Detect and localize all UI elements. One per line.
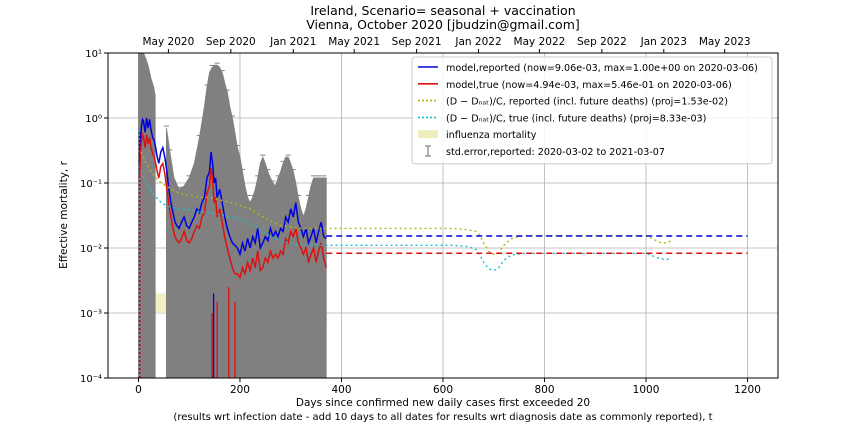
top-tick-label: May 2020 (143, 36, 195, 48)
legend-label: model,reported (now=9.06e-03, max=1.00e+… (446, 63, 758, 74)
top-tick-label: Sep 2021 (392, 36, 442, 48)
legend-label: (D − Dₙₐₜ)/C, true (incl. future deaths)… (446, 113, 706, 124)
x-tick-label: 800 (534, 384, 554, 396)
x-tick-label: 400 (331, 384, 351, 396)
chart-subtitle: Vienna, October 2020 [jbudzin@gmail.com] (306, 17, 580, 32)
chart-title: Ireland, Scenario= seasonal + vaccinatio… (310, 3, 575, 18)
x-tick-label: 1200 (734, 384, 761, 396)
series-line-1 (138, 132, 328, 280)
legend-label: model,true (now=4.94e-03, max=5.46e-01 o… (446, 80, 732, 91)
legend-box (411, 56, 773, 165)
x-tick-label: 1000 (633, 384, 660, 396)
top-tick-label: Sep 2020 (206, 36, 256, 48)
x-tick-label: 200 (230, 384, 250, 396)
x-tick-label: 0 (135, 384, 142, 396)
top-tick-label: May 2022 (514, 36, 566, 48)
y-tick-label: 10⁻⁴ (80, 374, 102, 385)
top-tick-label: Jan 2022 (454, 36, 501, 48)
x-tick-label: 600 (433, 384, 453, 396)
y-tick-label: 10¹ (85, 49, 102, 60)
legend-label: std.error,reported: 2020-03-02 to 2021-0… (446, 147, 665, 158)
top-tick-label: May 2023 (699, 36, 751, 48)
x-axis-ticks: 0 200 400 600 800 1000 1200 (135, 378, 761, 396)
top-tick-label: Sep 2022 (577, 36, 627, 48)
legend-patch (418, 130, 438, 139)
legend-label: (D − Dₙₐₜ)/C, reported (incl. future dea… (446, 97, 728, 108)
series-line-0 (138, 117, 327, 257)
std-error-area-0 (138, 52, 156, 379)
series-line-2 (140, 151, 672, 256)
top-tick-label: Jan 2021 (269, 36, 316, 48)
legend: model,reported (now=9.06e-03, max=1.00e+… (411, 56, 773, 165)
y-tick-label: 10⁻³ (80, 309, 102, 320)
y-tick-label: 10⁻² (80, 244, 102, 255)
top-tick-label: Jan 2023 (640, 36, 687, 48)
y-axis-ticks: 10⁻⁴ 10⁻³ 10⁻² 10⁻¹ 10⁰ 10¹ (80, 49, 108, 385)
legend-label: influenza mortality (446, 130, 537, 141)
x-axis-label: Days since confirmed new daily cases fir… (296, 397, 590, 409)
x-axis-label-secondary: (results wrt infection date - add 10 day… (173, 412, 712, 423)
series-group (138, 117, 748, 378)
top-date-axis: May 2020 Sep 2020 Jan 2021 May 2021 Sep 2021… (143, 36, 751, 53)
y-axis-label: Effective mortality, r (58, 160, 70, 269)
top-tick-label: May 2021 (328, 36, 380, 48)
y-tick-label: 10⁰ (85, 114, 102, 125)
y-tick-label: 10⁻¹ (80, 179, 102, 190)
